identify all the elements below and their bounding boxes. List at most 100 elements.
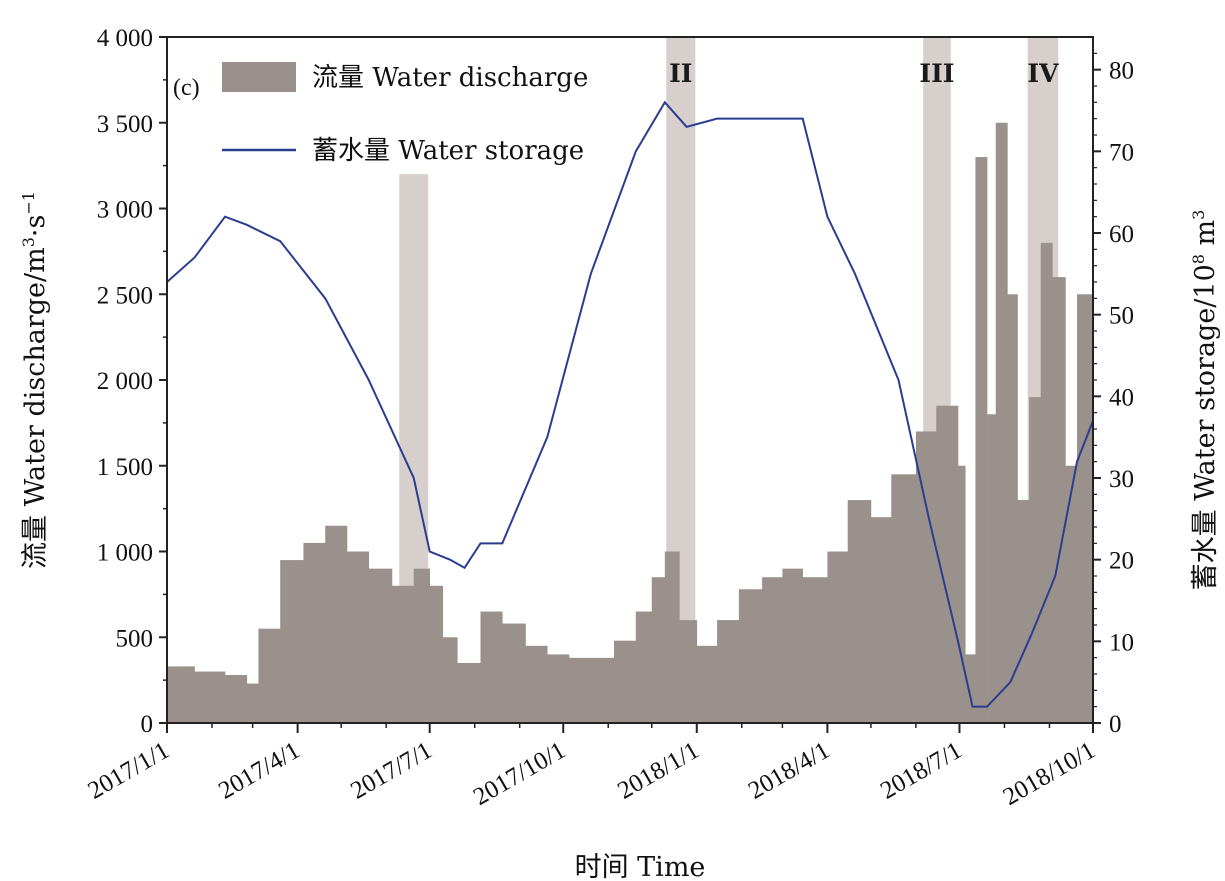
- storage-point: [479, 542, 482, 545]
- discharge-bar: [995, 122, 1008, 723]
- discharge-bar: [651, 577, 666, 723]
- discharge-bar: [303, 542, 326, 723]
- y-right-tick-label: 70: [1109, 139, 1134, 166]
- discharge-bar: [679, 620, 698, 723]
- period-label-II: II: [669, 59, 692, 88]
- y-left-tick-label: 2 000: [97, 368, 153, 395]
- discharge-bar: [1040, 242, 1053, 724]
- storage-point: [1054, 575, 1057, 577]
- discharge-bar: [614, 640, 637, 723]
- storage-point: [193, 256, 196, 259]
- storage-point: [279, 240, 282, 242]
- y-right-axis-title: 蓄水量 Water storage/108 m3: [1189, 210, 1221, 591]
- discharge-bar: [325, 525, 348, 723]
- storage-point: [761, 117, 763, 120]
- discharge-bar: [194, 671, 226, 723]
- discharge-bar: [1052, 277, 1066, 723]
- discharge-bar: [782, 568, 804, 723]
- discharge-bar: [936, 405, 959, 723]
- storage-point: [224, 215, 226, 218]
- discharge-bar: [717, 620, 740, 723]
- discharge-bar: [664, 551, 680, 723]
- discharge-bar: [965, 654, 976, 723]
- discharge-bar: [525, 645, 548, 723]
- period-label-III: III: [919, 59, 954, 88]
- legend-label-storage: 蓄水量 Water storage: [312, 136, 584, 166]
- discharge-bar: [762, 577, 783, 723]
- legend: 流量 Water discharge 蓄水量 Water storage: [222, 62, 588, 166]
- discharge-bar: [429, 585, 444, 723]
- y-right-tick-label: 30: [1109, 466, 1134, 493]
- discharge-bar: [847, 500, 872, 723]
- y-left-title-sup1: 3: [19, 237, 38, 247]
- storage-point: [449, 558, 451, 561]
- discharge-bar: [975, 157, 988, 724]
- discharge-bars: [167, 122, 1094, 724]
- discharge-bar: [891, 474, 917, 723]
- storage-point: [590, 273, 592, 275]
- y-right-tick-label: 10: [1109, 629, 1134, 656]
- discharge-bar: [569, 657, 592, 723]
- storage-point: [501, 542, 504, 545]
- storage-point: [957, 640, 959, 643]
- storage-point: [546, 436, 549, 438]
- x-axis-title: 时间 Time: [575, 852, 706, 881]
- discharge-bar: [346, 551, 370, 723]
- discharge-bar: [1077, 294, 1094, 723]
- discharge-bar: [635, 611, 653, 723]
- discharge-bar: [457, 662, 481, 723]
- legend-label-discharge: 流量 Water discharge: [312, 63, 588, 93]
- y-right-title-prefix: 蓄水量 Water storage/10: [1190, 264, 1221, 590]
- y-right-tick-label: 40: [1109, 384, 1134, 411]
- storage-point: [854, 273, 856, 275]
- y-right-title-sup2: 3: [1189, 210, 1208, 220]
- y-right-tick-label: 50: [1109, 303, 1134, 330]
- panel-label: (c): [173, 75, 200, 101]
- y-left-tick-label: 500: [116, 625, 154, 652]
- storage-point: [826, 215, 829, 218]
- storage-point: [716, 117, 718, 120]
- discharge-bar: [802, 577, 828, 723]
- storage-point: [986, 705, 988, 708]
- storage-point: [324, 297, 327, 300]
- storage-point: [1076, 460, 1078, 463]
- discharge-bar: [480, 611, 503, 723]
- legend-swatch-discharge: [222, 62, 296, 92]
- y-left-tick-label: 1 500: [97, 454, 153, 481]
- y-left-tick-label: 1 000: [97, 540, 153, 567]
- discharge-bar: [442, 637, 458, 723]
- storage-point: [801, 117, 804, 120]
- discharge-bar: [368, 568, 393, 723]
- discharge-bar: [258, 628, 281, 723]
- discharge-bar: [391, 585, 415, 723]
- y-left-title-mid: ·s: [20, 215, 51, 237]
- y-left-title-sup2: −1: [19, 191, 38, 215]
- storage-point: [463, 567, 466, 569]
- storage-point: [685, 126, 688, 128]
- storage-point: [635, 150, 637, 153]
- discharge-bar: [827, 551, 849, 723]
- storage-point: [412, 477, 415, 479]
- discharge-bar: [1029, 397, 1042, 723]
- discharge-bar: [738, 589, 763, 723]
- y-left-title-prefix: 流量 Water discharge/m: [20, 247, 51, 569]
- y-left-tick-label: 3 500: [97, 111, 153, 138]
- discharge-bar: [246, 683, 259, 723]
- y-right-tick-label: 60: [1109, 221, 1134, 248]
- y-right-tick-label: 80: [1109, 58, 1134, 85]
- discharge-bar: [502, 623, 526, 723]
- y-left-tick-label: 4 000: [97, 25, 153, 52]
- storage-point: [971, 705, 974, 708]
- period-label-IV: IV: [1027, 59, 1059, 88]
- y-left-tick-label: 0: [141, 711, 154, 738]
- y-right-tick-label: 20: [1109, 548, 1134, 575]
- storage-point: [1009, 681, 1012, 683]
- storage-point: [1031, 632, 1033, 634]
- storage-point: [367, 379, 370, 381]
- discharge-bar: [1065, 465, 1078, 723]
- y-right-title-sup: 8: [1189, 254, 1208, 264]
- discharge-bar: [1017, 500, 1030, 723]
- y-left-tick-label: 3 000: [97, 197, 153, 224]
- y-right-tick-label: 0: [1109, 711, 1122, 738]
